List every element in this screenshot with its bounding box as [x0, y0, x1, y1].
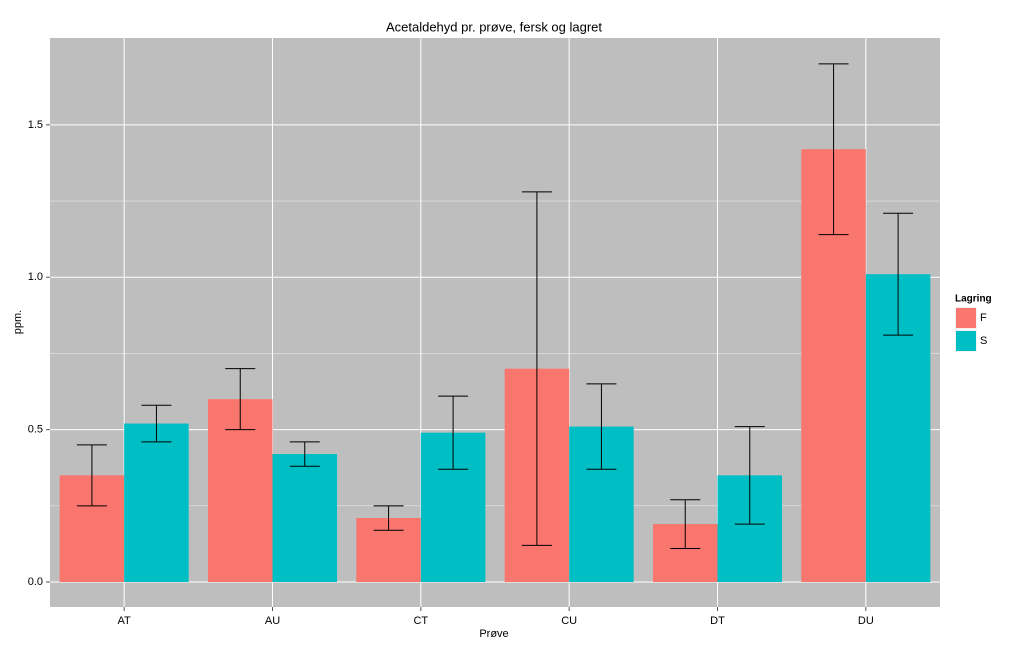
plot-background	[50, 38, 940, 607]
legend-title: Lagring	[955, 294, 992, 305]
error-bar	[734, 426, 765, 525]
error-bar	[141, 404, 172, 443]
error-bar	[289, 441, 320, 467]
legend-swatch	[956, 308, 976, 328]
y-axis-title: ppm.	[12, 310, 24, 334]
error-bar	[670, 499, 701, 549]
x-tick-label: DT	[710, 615, 725, 627]
error-bar	[818, 63, 849, 236]
x-tick-label: AT	[118, 615, 132, 627]
y-tick-label: 0.0	[28, 576, 43, 588]
y-tick-label: 0.5	[28, 424, 43, 436]
x-tick-label: DU	[858, 615, 874, 627]
error-bar	[883, 212, 914, 336]
bar	[272, 454, 338, 583]
x-tick-label: CT	[413, 615, 428, 627]
error-bar	[521, 191, 552, 546]
x-tick-label: AU	[265, 615, 280, 627]
error-bar	[373, 505, 404, 531]
error-bar	[438, 395, 469, 470]
x-tick-label: CU	[561, 615, 577, 627]
error-bar	[225, 368, 256, 431]
legend-label: S	[980, 335, 987, 347]
legend-swatch	[956, 331, 976, 351]
y-tick-label: 1.0	[28, 271, 43, 283]
x-axis-title: Prøve	[479, 628, 508, 640]
chart-title: Acetaldehyd pr. prøve, fersk og lagret	[386, 19, 602, 34]
bar	[124, 423, 189, 583]
y-tick-label: 1.5	[28, 119, 43, 131]
error-bar	[76, 444, 107, 507]
legend-label: F	[980, 312, 987, 324]
error-bar	[586, 383, 617, 470]
